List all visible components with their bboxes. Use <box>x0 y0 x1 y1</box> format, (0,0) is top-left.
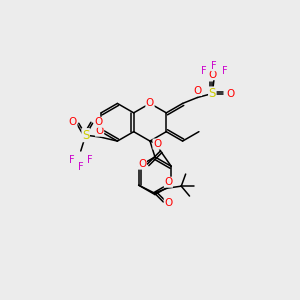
Text: F: F <box>78 162 84 172</box>
Text: O: O <box>193 85 202 96</box>
Text: F: F <box>87 155 92 165</box>
Text: F: F <box>69 155 75 165</box>
Text: O: O <box>146 98 154 108</box>
Text: O: O <box>94 117 103 127</box>
Text: S: S <box>82 129 89 142</box>
Text: F: F <box>201 66 206 76</box>
Text: O: O <box>164 198 172 208</box>
Text: O: O <box>153 139 161 149</box>
Text: O: O <box>69 117 77 127</box>
Text: O: O <box>138 159 146 169</box>
Text: O: O <box>226 88 234 98</box>
Text: O: O <box>208 70 217 80</box>
Text: F: F <box>222 66 228 76</box>
Text: O: O <box>164 177 172 187</box>
Text: S: S <box>208 87 216 100</box>
Text: O: O <box>95 126 104 136</box>
Text: F: F <box>212 61 217 71</box>
